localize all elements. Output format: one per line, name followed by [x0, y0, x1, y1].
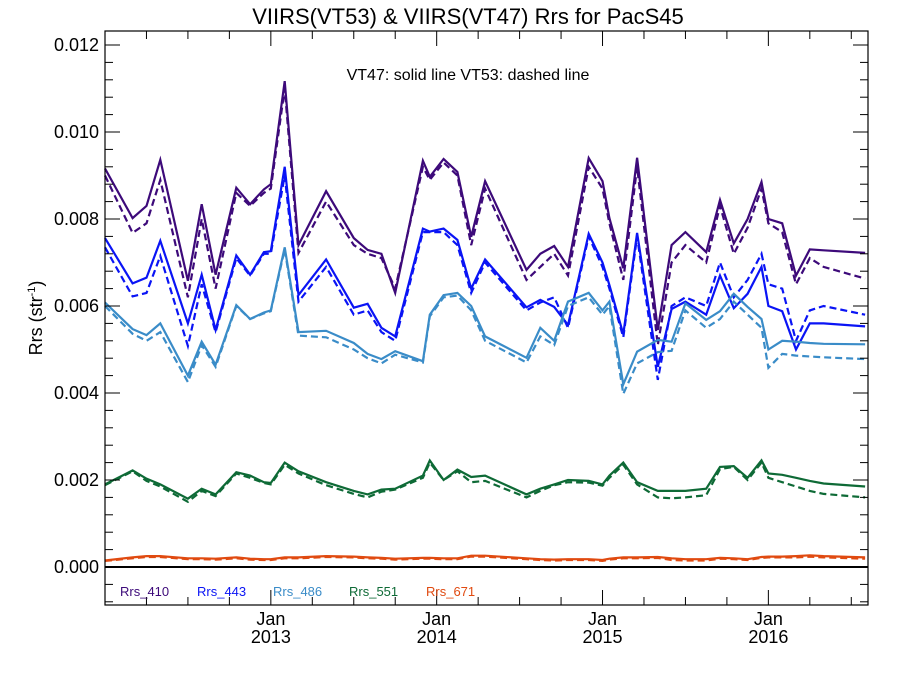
y-tick-label: 0.006	[54, 296, 99, 316]
series-line-rrs-410-dashed	[104, 88, 866, 346]
chart-title: VIIRS(VT53) & VIIRS(VT47) Rrs for PacS45	[252, 4, 684, 29]
x-tick-label-year: 2016	[748, 627, 788, 647]
x-tick-label-year: 2015	[582, 627, 622, 647]
series-line-rrs-443-dashed	[104, 175, 866, 381]
x-tick-label-year: 2013	[251, 627, 291, 647]
y-axis-title-text: Rrs (str	[26, 296, 46, 355]
legend: Rrs_410 Rrs_443 Rrs_486 Rrs_551 Rrs_671	[120, 584, 475, 599]
x-tick-label-month: Jan	[588, 609, 617, 629]
x-tick-label-year: 2014	[417, 627, 457, 647]
y-axis-title: Rrs (str-1)	[26, 281, 46, 356]
x-tick-label-month: Jan	[754, 609, 783, 629]
plot-lines	[104, 80, 868, 568]
series-line-rrs-551-dashed	[104, 460, 866, 504]
svg-text:Rrs (str-1): Rrs (str-1)	[26, 281, 46, 356]
series-line-rrs-410-solid	[104, 80, 866, 331]
legend-item-rrs-551: Rrs_551	[349, 584, 398, 599]
y-tick-label: 0.010	[54, 122, 99, 142]
series-line-rrs-551-solid	[104, 458, 866, 500]
legend-item-rrs-410: Rrs_410	[120, 584, 169, 599]
y-tick-label: 0.004	[54, 383, 99, 403]
line-style-annotation: VT47: solid line VT53: dashed line	[347, 67, 590, 84]
legend-item-rrs-443: Rrs_443	[197, 584, 246, 599]
y-tick-label: 0.012	[54, 35, 99, 55]
y-axis-title-suffix: )	[26, 281, 46, 287]
x-tick-label-month: Jan	[256, 609, 285, 629]
x-tick-label-month: Jan	[422, 609, 451, 629]
series-line-rrs-486-dashed	[104, 249, 866, 398]
axes: 0.0000.0020.0040.0060.0080.0100.012Jan20…	[54, 30, 869, 647]
y-tick-label: 0.002	[54, 470, 99, 490]
y-axis-title-sup: -1	[26, 287, 38, 297]
y-tick-label: 0.000	[54, 557, 99, 577]
plot-frame	[104, 30, 869, 606]
legend-item-rrs-486: Rrs_486	[273, 584, 322, 599]
y-tick-label: 0.008	[54, 209, 99, 229]
series-line-rrs-671-dashed	[104, 555, 866, 563]
legend-item-rrs-671: Rrs_671	[426, 584, 475, 599]
